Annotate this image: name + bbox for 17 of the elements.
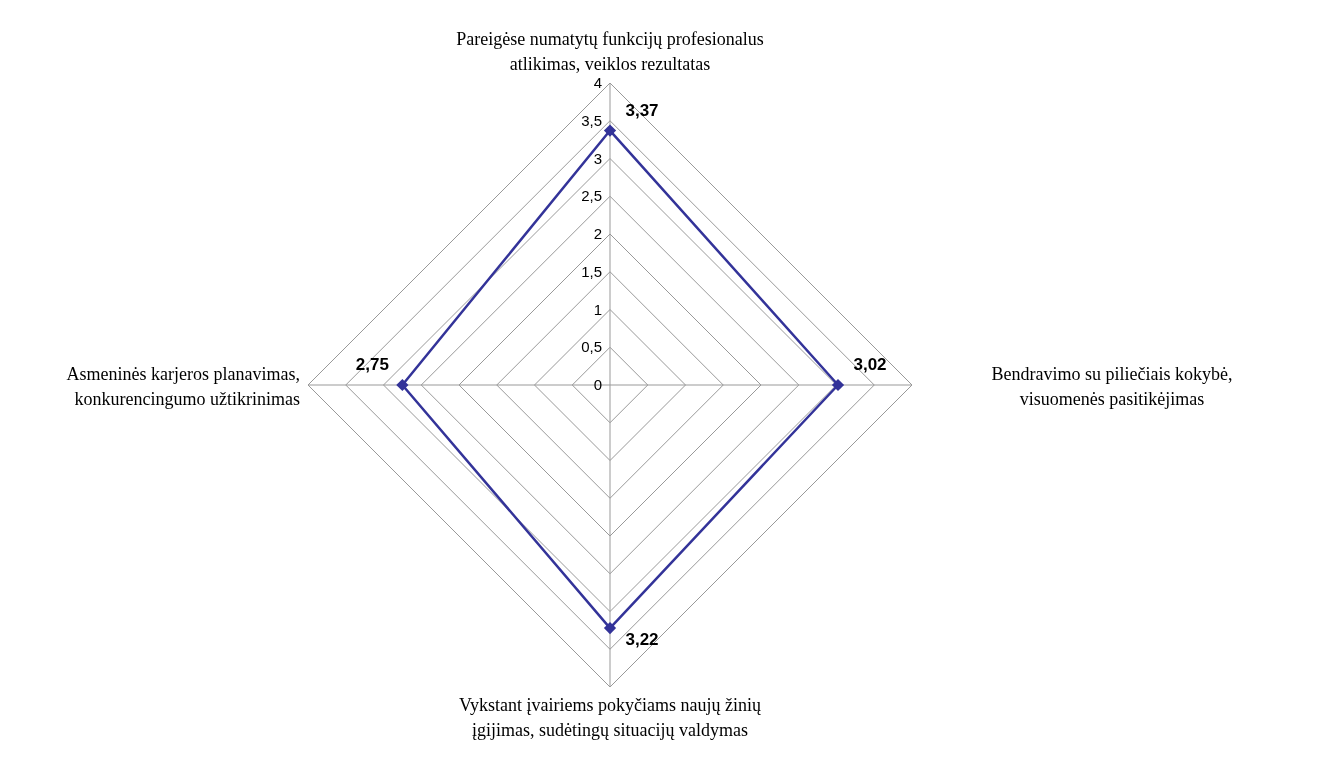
data-label: 3,22 <box>625 630 659 650</box>
spoke-label: Asmeninės karjeros planavimas, konkurencingumo užtikrinimas <box>66 364 300 409</box>
spoke-label: Pareigėse numatytų funkcijų profesionalus atlikimas, veiklos rezultatas <box>456 29 764 74</box>
y-tick-label: 2 <box>593 225 602 242</box>
spoke-label: Vykstant įvairiems pokyčiams naujų žinių įgijimas, sudėtingų situacijų valdymas <box>459 695 762 740</box>
data-label: 3,37 <box>625 100 659 120</box>
data-label: 2,75 <box>355 355 389 374</box>
y-tick-label: 3 <box>593 149 602 167</box>
spoke-label: Bendravimo su piliečiais kokybė, visuomenės pasitikėjimas <box>991 364 1233 409</box>
y-tick-label: 1 <box>593 300 602 318</box>
y-tick-label: 3,5 <box>581 111 602 129</box>
y-tick-label: 0 <box>593 376 602 393</box>
data-label: 3,02 <box>853 355 887 374</box>
y-tick-label: 2,5 <box>581 187 602 205</box>
y-tick-label: 0,5 <box>581 338 602 356</box>
y-tick-label: 1,5 <box>581 262 602 280</box>
y-tick-label: 4 <box>593 74 602 91</box>
